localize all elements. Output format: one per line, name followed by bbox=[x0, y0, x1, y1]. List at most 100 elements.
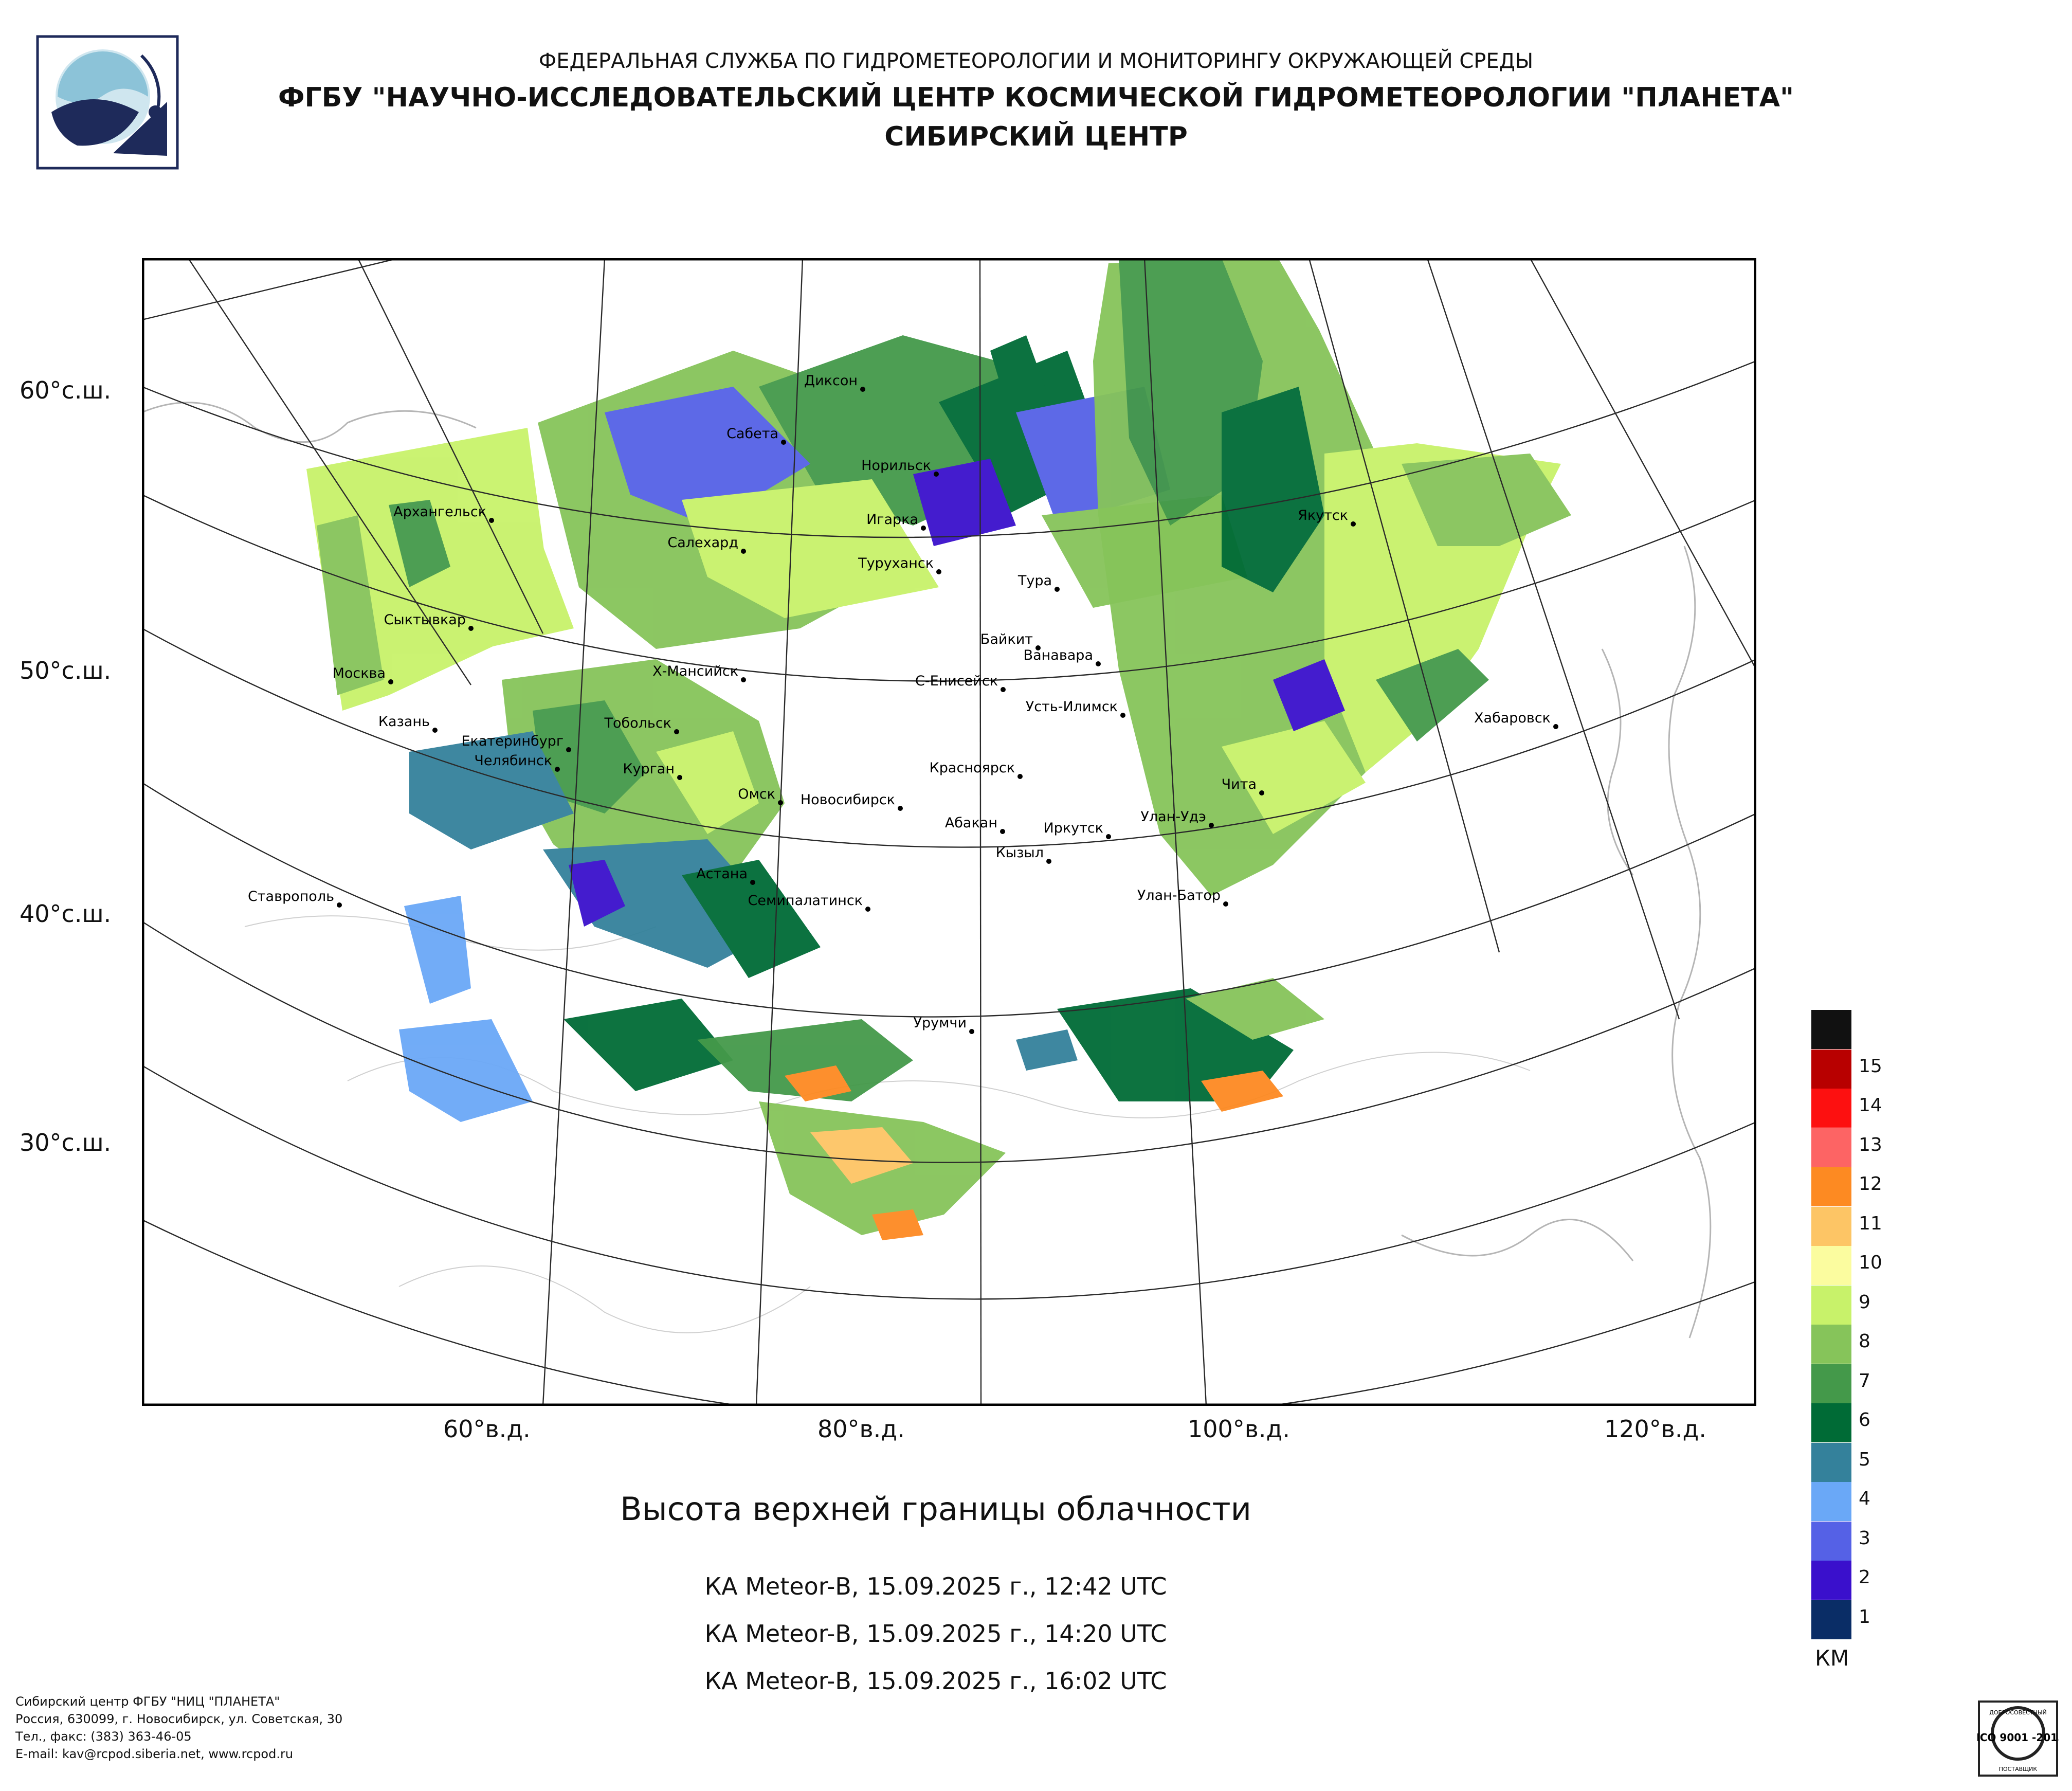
city-marker bbox=[1209, 823, 1214, 828]
legend-swatch bbox=[1811, 1364, 1851, 1403]
city-label: Москва bbox=[333, 665, 386, 681]
city-label: Челябинск bbox=[474, 753, 552, 769]
city-marker bbox=[860, 387, 865, 392]
city-marker bbox=[750, 880, 755, 885]
city-label: Тура bbox=[1017, 573, 1052, 589]
city-marker bbox=[936, 569, 941, 574]
city-marker bbox=[432, 728, 438, 733]
legend-swatch bbox=[1811, 1089, 1851, 1128]
legend-level-label: 10 bbox=[1859, 1252, 1882, 1273]
city-marker bbox=[934, 472, 939, 477]
lon-label-100: 100°в.д. bbox=[1188, 1415, 1290, 1443]
legend-swatch bbox=[1811, 1128, 1851, 1167]
cloud-swath-cyclone bbox=[399, 659, 821, 1122]
address-org: Сибирский центр ФГБУ "НИЦ "ПЛАНЕТА" bbox=[15, 1694, 280, 1709]
coastline-outline bbox=[142, 402, 1712, 1338]
satellite-pass-3: КА Meteor-В, 15.09.2025 г., 16:02 UTC bbox=[704, 1667, 1167, 1695]
city-label: Семипалатинск bbox=[748, 893, 863, 909]
city-marker bbox=[1035, 645, 1041, 650]
legend-swatch bbox=[1811, 1442, 1851, 1482]
legend-level-label: 15 bbox=[1859, 1055, 1882, 1077]
legend-unit: КМ bbox=[1815, 1645, 1849, 1671]
legend-level-label: 14 bbox=[1859, 1095, 1882, 1116]
city-label: Улан-Батор bbox=[1137, 888, 1221, 903]
legend-level-label: 12 bbox=[1859, 1173, 1882, 1195]
city-marker bbox=[1106, 834, 1111, 839]
cloud-swath-east bbox=[1093, 258, 1571, 896]
address-phone: Тел., факс: (383) 363-46-05 bbox=[15, 1729, 192, 1744]
lat-label-50: 50°с.ш. bbox=[20, 657, 112, 684]
city-marker bbox=[677, 775, 682, 780]
legend-swatch bbox=[1811, 1167, 1851, 1206]
address-street: Россия, 630099, г. Новосибирск, ул. Сове… bbox=[15, 1712, 343, 1726]
city-marker bbox=[778, 800, 783, 805]
legend-level-label: 5 bbox=[1859, 1449, 1870, 1470]
legend-level-label: 4 bbox=[1859, 1488, 1870, 1509]
legend-swatch bbox=[1811, 1561, 1851, 1600]
city-marker bbox=[1351, 521, 1356, 527]
svg-text:ДОБРОСОВЕСТНЫЙ: ДОБРОСОВЕСТНЫЙ bbox=[1989, 1709, 2047, 1716]
lon-label-60: 60°в.д. bbox=[443, 1415, 531, 1443]
city-marker bbox=[337, 902, 342, 908]
agency-title: ФЕДЕРАЛЬНАЯ СЛУЖБА ПО ГИДРОМЕТЕОРОЛОГИИ … bbox=[538, 49, 1534, 73]
city-marker bbox=[1046, 859, 1051, 864]
city-label: Чита bbox=[1222, 776, 1257, 792]
city-marker bbox=[781, 440, 786, 445]
city-label: Сыктывкар bbox=[384, 612, 466, 628]
city-marker bbox=[1055, 587, 1060, 592]
address-email: E-mail: kav@rcpod.siberia.net, www.rcpod… bbox=[15, 1747, 294, 1761]
map-frame bbox=[142, 258, 1756, 1406]
city-marker bbox=[741, 677, 746, 682]
city-label: Туруханск bbox=[858, 555, 934, 571]
legend-swatch bbox=[1811, 1482, 1851, 1521]
svg-text:ПОСТАВЩИК: ПОСТАВЩИК bbox=[1999, 1766, 2038, 1772]
city-label: Казань bbox=[378, 714, 430, 730]
city-marker bbox=[1000, 829, 1005, 834]
svg-text:ИСО 9001 -2015: ИСО 9001 -2015 bbox=[1977, 1731, 2059, 1744]
legend-level-label: 13 bbox=[1859, 1134, 1882, 1155]
city-marker bbox=[921, 526, 926, 531]
legend-swatch bbox=[1811, 1246, 1851, 1285]
legend-level-label: 1 bbox=[1859, 1606, 1870, 1627]
city-marker bbox=[969, 1029, 974, 1034]
planeta-logo bbox=[36, 35, 179, 170]
city-label: Архангельск bbox=[393, 504, 486, 520]
satellite-pass-2: КА Meteor-В, 15.09.2025 г., 14:20 UTC bbox=[704, 1620, 1167, 1648]
city-label: Иркутск bbox=[1043, 820, 1103, 836]
cloud-swath-south bbox=[697, 978, 1324, 1240]
city-label: Игарка bbox=[866, 512, 918, 528]
map-title: Высота верхней границы облачности bbox=[620, 1490, 1251, 1528]
satellite-pass-1: КА Meteor-В, 15.09.2025 г., 12:42 UTC bbox=[704, 1572, 1167, 1600]
iso-certification-badge: ДОБРОСОВЕСТНЫЙ ИСО 9001 -2015 ПОСТАВЩИК bbox=[1977, 1700, 2059, 1777]
city-marker bbox=[388, 679, 393, 684]
city-marker bbox=[1259, 790, 1264, 795]
branch-title: СИБИРСКИЙ ЦЕНТР bbox=[884, 121, 1188, 152]
legend-level-label: 2 bbox=[1859, 1567, 1870, 1588]
address-block: Сибирский центр ФГБУ "НИЦ "ПЛАНЕТА" Росс… bbox=[15, 1693, 342, 1763]
city-label: Усть-Илимск bbox=[1026, 699, 1118, 715]
legend-swatch bbox=[1811, 1285, 1851, 1325]
legend-level-label: 7 bbox=[1859, 1370, 1870, 1391]
city-label: Красноярск bbox=[930, 760, 1015, 776]
city-label: Байкит bbox=[980, 631, 1033, 647]
cloud-swath-west bbox=[306, 428, 574, 711]
city-label: С-Енисейск bbox=[915, 673, 998, 689]
city-label: Норильск bbox=[861, 458, 931, 474]
city-marker bbox=[1120, 713, 1125, 718]
legend-level-label: 3 bbox=[1859, 1527, 1870, 1549]
legend-swatch bbox=[1811, 1010, 1851, 1049]
city-label: Кызыл bbox=[996, 845, 1044, 861]
city-label: Улан-Удэ bbox=[1140, 809, 1206, 825]
city-label: Абакан bbox=[945, 815, 997, 831]
city-marker bbox=[489, 518, 494, 523]
city-label: Урумчи bbox=[914, 1015, 967, 1031]
city-label: Омск bbox=[738, 786, 775, 802]
city-marker bbox=[1553, 724, 1558, 729]
lat-label-60: 60°с.ш. bbox=[20, 376, 112, 404]
city-marker bbox=[865, 907, 870, 912]
legend-swatch bbox=[1811, 1206, 1851, 1246]
legend-level-label: 8 bbox=[1859, 1331, 1870, 1352]
city-label: Салехард bbox=[667, 535, 738, 551]
lon-label-120: 120°в.д. bbox=[1604, 1415, 1706, 1443]
city-label: Тобольск bbox=[604, 715, 671, 731]
